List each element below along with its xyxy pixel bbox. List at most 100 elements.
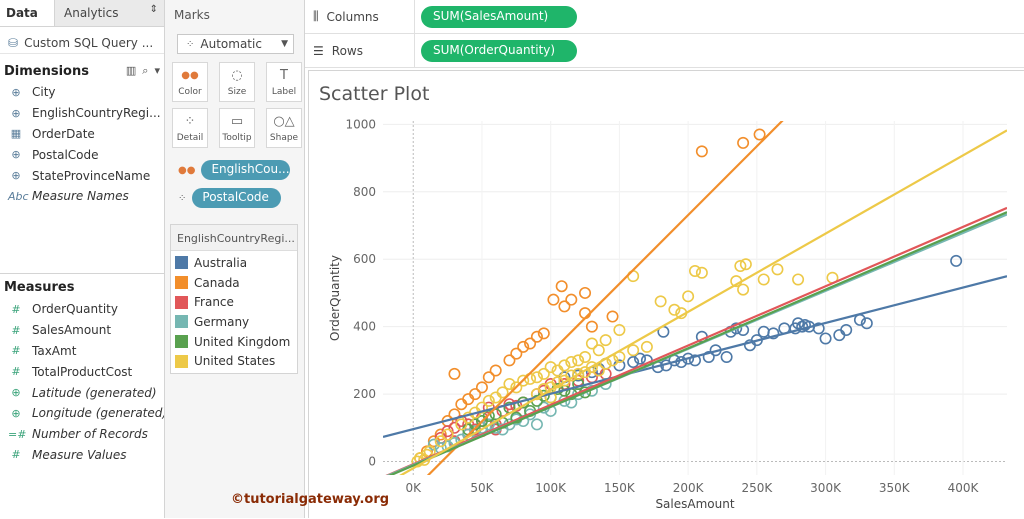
tab-analytics[interactable]: Analytics ⇕ [55, 0, 164, 26]
data-point [739, 258, 752, 271]
data-point [503, 377, 516, 390]
field-label: OrderQuantity [32, 302, 118, 317]
y-tick-label: 1000 [345, 117, 376, 131]
mark-button-label: Tooltip [222, 132, 252, 143]
sort-arrows-icon[interactable]: ⇕ [149, 4, 158, 15]
rows-label-text: Rows [331, 43, 363, 58]
x-tick-label: 300K [810, 481, 842, 495]
field-item[interactable]: ⊕ StateProvinceName [0, 165, 164, 186]
rows-label: ☰ Rows [305, 34, 415, 67]
size-icon: ◌ [231, 67, 243, 83]
mark-button-label: Label [271, 86, 297, 97]
dimensions-title: Dimensions [4, 63, 89, 79]
field-item[interactable]: # TaxAmt [0, 341, 164, 362]
field-item[interactable]: ⊕ Longitude (generated) [0, 403, 164, 424]
chart-title: Scatter Plot [319, 83, 430, 105]
x-tick-label: 250K [741, 481, 773, 495]
data-point [757, 273, 770, 286]
data-point [530, 418, 543, 431]
legend-swatch [175, 354, 188, 368]
detail-pill[interactable]: PostalCode [192, 188, 282, 208]
rows-pill[interactable]: SUM(OrderQuantity) [421, 39, 577, 62]
number-icon: =# [8, 427, 27, 441]
mark-detail-button[interactable]: ⁘ Detail [172, 108, 208, 148]
data-point [668, 303, 681, 316]
chevron-down-icon: ▼ [281, 39, 288, 49]
trend-line [426, 121, 784, 475]
data-point [555, 280, 568, 293]
data-point [730, 322, 743, 335]
data-point [812, 322, 825, 335]
number-icon: # [11, 323, 21, 337]
field-item[interactable]: ⊕ Latitude (generated) [0, 382, 164, 403]
datasource-item[interactable]: ⛁ Custom SQL Query ... [0, 27, 164, 54]
x-tick-label: 100K [535, 481, 567, 495]
field-item[interactable]: # TotalProductCost [0, 361, 164, 382]
search-icon[interactable]: ⌕ [142, 64, 149, 77]
mark-tooltip-button[interactable]: ▭ Tooltip [219, 108, 255, 148]
legend-label: France [194, 295, 234, 310]
color-pill[interactable]: EnglishCou... [201, 160, 291, 180]
legend-item[interactable]: France [171, 292, 297, 312]
field-label: EnglishCountryRegi... [32, 106, 161, 121]
field-item[interactable]: # SalesAmount [0, 320, 164, 341]
mark-color-button[interactable]: ●● Color [172, 62, 208, 102]
data-point [627, 356, 640, 369]
columns-pill[interactable]: SUM(SalesAmount) [421, 5, 577, 28]
data-point [720, 350, 733, 363]
data-point [792, 273, 805, 286]
field-item[interactable]: ⊕ City [0, 82, 164, 103]
field-item[interactable]: ⊕ EnglishCountryRegi... [0, 103, 164, 124]
scatter-plot[interactable]: 0 200 400 600 800 1000 0K 50K 100K 150K 200K 250K 30… [309, 71, 1024, 519]
legend-item[interactable]: Australia [171, 253, 297, 273]
field-label: City [32, 85, 56, 100]
data-point [544, 391, 557, 404]
x-tick-label: 50K [470, 481, 494, 495]
tab-data[interactable]: Data [0, 0, 55, 26]
mark-shape-button[interactable]: ○△ Shape [266, 108, 302, 148]
field-item[interactable]: # OrderQuantity [0, 299, 164, 320]
mark-type-dropdown[interactable]: ⁘ Automatic ▼ [177, 34, 294, 54]
legend-item[interactable]: Canada [171, 273, 297, 293]
mark-type-icon: ⁘ [186, 38, 195, 50]
field-item[interactable]: Abc Measure Names [0, 186, 164, 207]
legend-item[interactable]: United States [171, 351, 297, 371]
detail-icon: ⁘ [178, 192, 187, 204]
measures-title: Measures [4, 279, 75, 295]
color-icon: ●● [181, 69, 199, 81]
view-toggle-icon[interactable]: ▥ [125, 64, 137, 77]
data-point [441, 425, 454, 438]
x-tick-label: 350K [879, 481, 911, 495]
data-point [544, 361, 557, 374]
rows-icon: ☰ [313, 43, 324, 58]
data-point [737, 136, 750, 149]
mark-size-button[interactable]: ◌ Size [219, 62, 255, 102]
data-point [558, 300, 571, 313]
data-point [695, 266, 708, 279]
data-point [753, 128, 766, 141]
label-icon: T [280, 67, 288, 83]
field-item[interactable]: ▦ OrderDate [0, 124, 164, 145]
data-point [860, 317, 873, 330]
data-point [475, 381, 488, 394]
field-label: TotalProductCost [32, 364, 133, 379]
data-point [737, 283, 750, 296]
color-pill-row: ●● EnglishCou... [178, 158, 304, 182]
data-point [579, 366, 592, 379]
data-point [489, 364, 502, 377]
legend-label: Germany [194, 314, 250, 329]
number-icon: # [11, 344, 21, 358]
menu-arrow-icon[interactable]: ▾ [154, 64, 160, 77]
detail-pill-row: ⁘ PostalCode [178, 186, 304, 210]
field-item[interactable]: =# Number of Records [0, 424, 164, 445]
field-label: Number of Records [32, 427, 148, 442]
legend-item[interactable]: United Kingdom [171, 332, 297, 352]
field-item[interactable]: ⊕ PostalCode [0, 144, 164, 165]
data-point [510, 347, 523, 360]
field-item[interactable]: # Measure Values [0, 445, 164, 466]
data-point [482, 418, 495, 431]
legend-item[interactable]: Germany [171, 312, 297, 332]
mark-label-button[interactable]: T Label [266, 62, 302, 102]
field-label: PostalCode [32, 147, 99, 162]
watermark: ©tutorialgateway.org [231, 492, 390, 507]
